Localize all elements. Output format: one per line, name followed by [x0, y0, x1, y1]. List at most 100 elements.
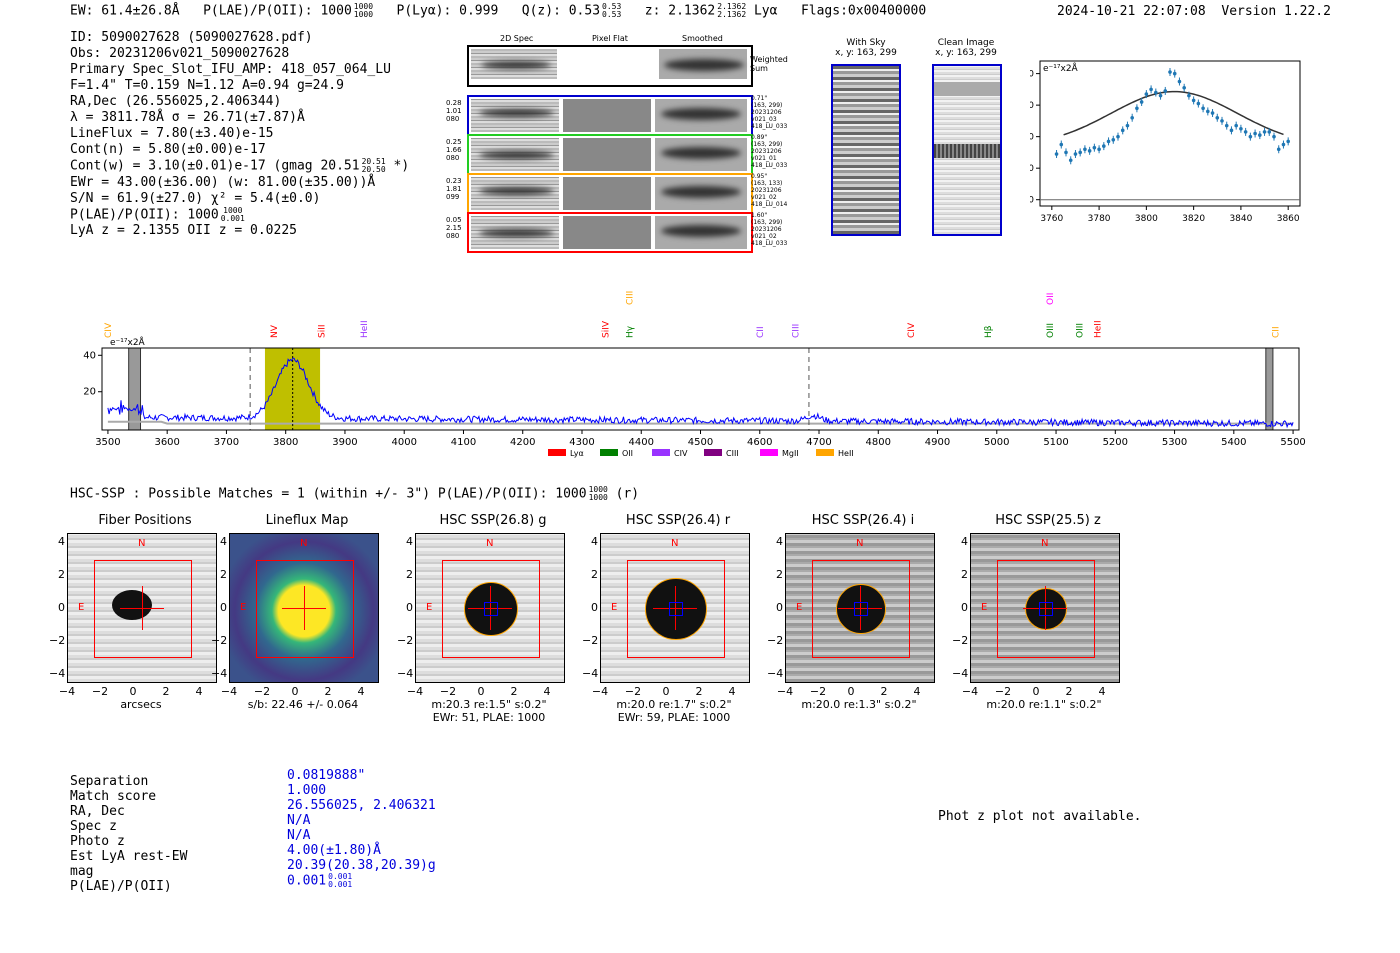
source-blob	[836, 584, 886, 634]
full-xtick-label: 5200	[1103, 437, 1128, 448]
cutout-right-label: 0.95" (163, 133) 20231206 v021_02 418_LU_014	[751, 173, 788, 208]
match-label: Spec z	[70, 819, 117, 834]
x-tick-label: 2	[880, 685, 888, 698]
zoom-data-point	[1229, 128, 1234, 133]
zoom-data-point	[1092, 145, 1097, 150]
y-tick-label: −2	[211, 634, 228, 647]
zoom-data-point	[1064, 150, 1068, 155]
x-tick-label: 2	[162, 685, 170, 698]
emission-line-label: CII	[756, 326, 766, 338]
y-tick-label: 2	[58, 568, 65, 581]
y-tick-label: 0	[406, 601, 413, 614]
x-tick-label: 0	[847, 685, 855, 698]
east-label: E	[240, 602, 247, 613]
full-unit-label: e⁻¹⁷x2Å	[110, 336, 146, 348]
zoom-data-point	[1234, 123, 1238, 128]
aperture-box	[812, 560, 910, 658]
source-blob	[464, 582, 518, 636]
legend-swatch	[600, 449, 618, 456]
zoom-data-point	[1144, 92, 1149, 96]
x-tick-label: −4	[591, 685, 609, 698]
match-label: mag	[70, 864, 94, 879]
cutout-right-label: 0.89" (163, 299) 20231206 v021_01 418_LU_033	[751, 134, 788, 169]
x-tick-label: 4	[543, 685, 551, 698]
clean-image	[932, 64, 1002, 236]
full-ytick-label: 40	[83, 350, 96, 361]
emission-line-label: CIII	[625, 291, 635, 305]
version-label: Version 1.22.2	[1221, 4, 1331, 19]
zoom-ytick-label: 0	[1030, 196, 1034, 206]
aperture-box	[256, 560, 354, 658]
full-xtick-label: 4600	[747, 437, 772, 448]
weighted-sum-strip	[467, 45, 753, 87]
info-ewr: EWr = 43.00(±36.00) (w: 81.00(±35.00))Å	[70, 174, 376, 190]
match-value: 1.000	[287, 783, 327, 798]
y-tick-label: −2	[397, 634, 414, 647]
zoom-data-point	[1243, 130, 1248, 134]
zoom-data-point	[1111, 138, 1116, 142]
zoom-ytick-label: 10	[1030, 164, 1034, 174]
cutout-pixel-flat	[563, 177, 651, 210]
emission-line-label: CIV	[104, 322, 114, 338]
full-xtick-label: 5100	[1043, 437, 1068, 448]
emission-line-label: HeII	[360, 320, 370, 338]
full-xtick-label: 3500	[95, 437, 120, 448]
hsc-panel-title: Fiber Positions	[98, 513, 192, 528]
cutout-2d-blob	[479, 151, 554, 159]
full-xtick-label: 4700	[806, 437, 831, 448]
zoom-data-point	[1258, 133, 1262, 137]
north-label: N	[138, 538, 146, 549]
info-radec: RA,Dec (26.556025,2.406344)	[70, 94, 282, 109]
zoom-data-point	[1182, 85, 1186, 90]
north-label: N	[486, 538, 494, 549]
hsc-panel-title: HSC SSP(26.8) g	[439, 513, 547, 528]
zoom-xtick-label: 3760	[1040, 214, 1063, 224]
zoom-data-point	[1135, 106, 1139, 111]
east-label: E	[611, 602, 618, 613]
zoom-data-point	[1083, 147, 1087, 152]
full-xtick-label: 3700	[214, 437, 239, 448]
zoom-data-point	[1130, 115, 1134, 120]
y-tick-label: 2	[961, 568, 968, 581]
zoom-data-point	[1191, 98, 1196, 103]
zoom-data-point	[1206, 109, 1210, 114]
x-tick-label: −2	[809, 685, 827, 698]
north-label: N	[856, 538, 864, 549]
legend-swatch	[652, 449, 670, 456]
x-tick-label: −4	[220, 685, 238, 698]
cutout-2d-blob	[479, 109, 554, 117]
north-label: N	[1041, 538, 1049, 549]
zoom-data-point	[1210, 111, 1215, 115]
y-tick-label: 4	[406, 535, 413, 548]
legend-label: Lyα	[570, 449, 584, 458]
emission-line-label: CIV	[907, 322, 917, 338]
full-ytick-label: 20	[83, 387, 96, 398]
emission-line-label: SiIV	[602, 320, 612, 338]
full-spectrum-chart: 3500 3600 3700 3800 3900 4000 4100 4200 4300 4400…	[83, 291, 1306, 458]
match-value: 4.00(±1.80)Å	[287, 843, 381, 858]
y-tick-label: 0	[591, 601, 598, 614]
hsc-panel-caption: m:20.0 re:1.1" s:0.2"	[986, 698, 1102, 711]
hsc-panel-caption: arcsecs	[120, 698, 162, 711]
x-tick-label: 0	[291, 685, 299, 698]
match-label: RA, Dec	[70, 804, 125, 819]
zoom-ytick-label: 30	[1030, 101, 1034, 111]
legend-swatch	[816, 449, 834, 456]
east-label: E	[426, 602, 433, 613]
emission-line-label: OIII	[1076, 323, 1086, 338]
zoom-data-point	[1116, 134, 1120, 139]
zoom-data-point	[1215, 115, 1220, 120]
x-tick-label: 4	[195, 685, 203, 698]
zoom-data-point	[1239, 126, 1243, 131]
emission-line-label: CII	[1271, 326, 1281, 338]
legend-label: CIV	[674, 449, 688, 458]
match-label: Match score	[70, 789, 157, 804]
x-tick-label: 2	[324, 685, 332, 698]
zoom-data-point	[1154, 90, 1158, 95]
x-tick-label: −2	[91, 685, 109, 698]
zoom-ytick-label: 40	[1030, 70, 1034, 80]
zoom-data-point	[1248, 134, 1253, 139]
zoom-data-point	[1281, 142, 1286, 147]
cutout-panel: 2D Spec Pixel Flat Smoothed Weighted Sum …	[440, 34, 790, 259]
